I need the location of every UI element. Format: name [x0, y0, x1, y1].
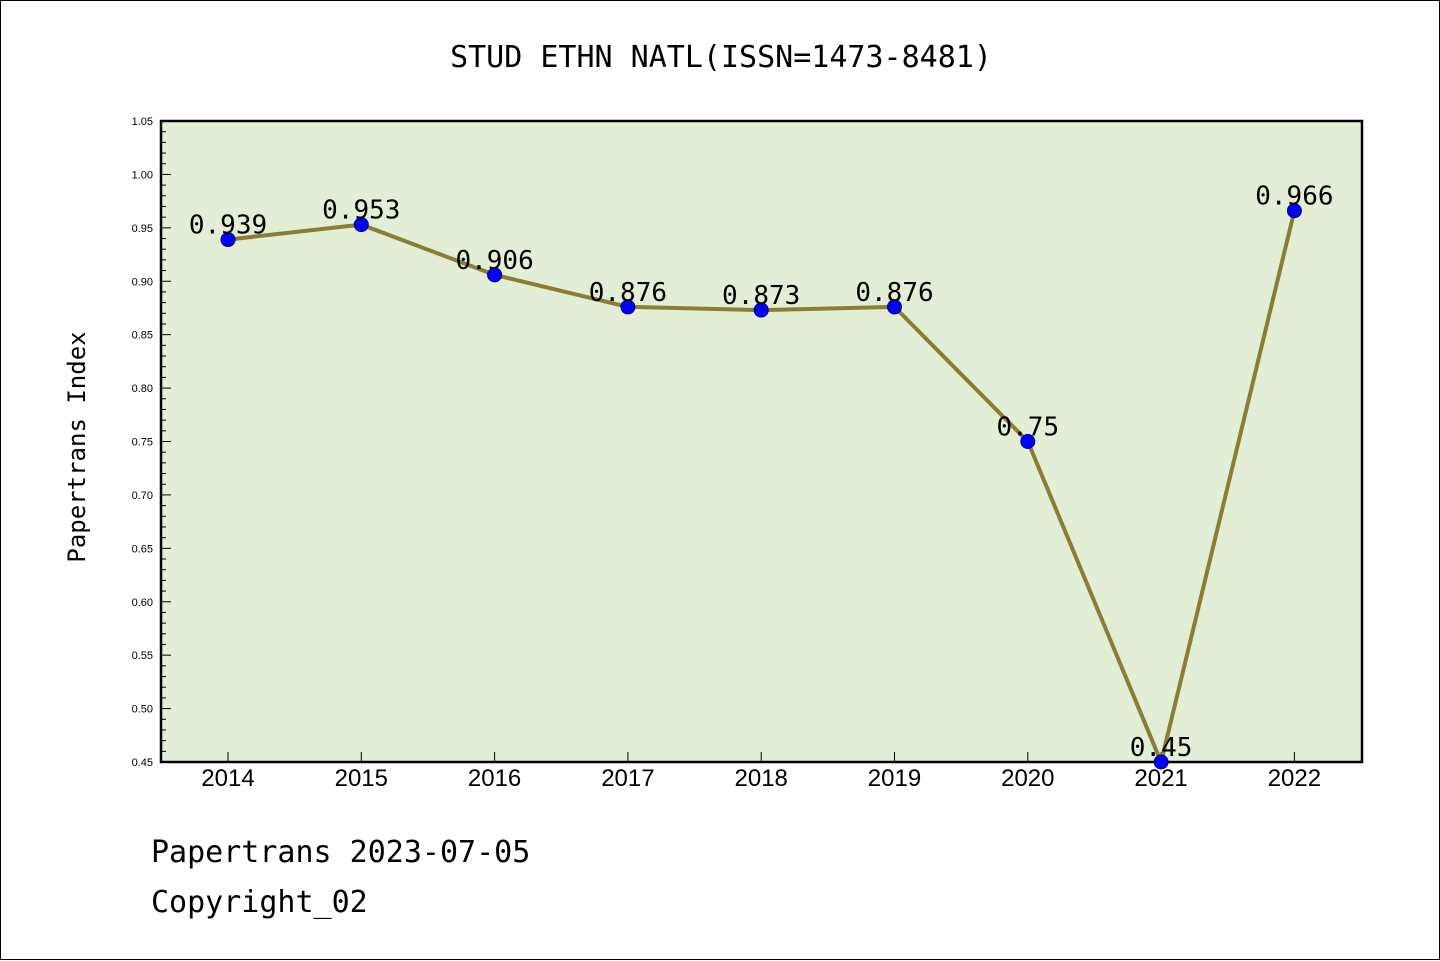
- data-label: 0.939: [189, 211, 267, 241]
- y-tick-label: 0.65: [132, 543, 153, 555]
- y-tick-label: 0.55: [132, 650, 153, 662]
- data-point: [353, 217, 369, 233]
- x-tick-label: 2019: [868, 765, 921, 792]
- x-tick-label: 2015: [335, 765, 388, 792]
- data-point: [887, 299, 902, 315]
- x-tick-label: 2014: [201, 765, 254, 792]
- y-tick-label: 0.50: [132, 704, 153, 716]
- x-axis: 2014 2015 2016 2017 2018 2019 2020 2021 2022: [201, 752, 1321, 792]
- x-tick-label: 2020: [1001, 765, 1054, 792]
- data-point: [1286, 203, 1302, 219]
- y-tick-label: 0.85: [132, 330, 153, 342]
- data-point: [1020, 434, 1036, 449]
- y-tick-label: 0.80: [132, 383, 153, 395]
- data-markers: [220, 203, 1302, 770]
- data-label: 0.953: [322, 196, 400, 226]
- data-label: 0.45: [1130, 733, 1193, 763]
- footer-copyright-text: Copyright_02: [151, 885, 368, 920]
- x-tick-label: 2018: [735, 765, 788, 792]
- y-tick-label: 0.70: [132, 490, 153, 502]
- footer-date-text: Papertrans 2023-07-05: [151, 835, 531, 870]
- data-point: [220, 232, 236, 248]
- data-label: 0.876: [589, 278, 667, 308]
- data-label: 0.876: [855, 278, 933, 308]
- y-tick-label: 0.45: [132, 757, 153, 769]
- data-point: [620, 299, 636, 315]
- x-tick-label: 2016: [468, 765, 521, 792]
- y-tick-label: 0.60: [132, 597, 153, 609]
- data-label: 0.966: [1255, 182, 1333, 212]
- y-tick-label: 0.90: [132, 276, 153, 288]
- x-tick-label: 2022: [1268, 765, 1321, 792]
- y-axis: 0.45 0.50 0.55 0.60 0.65 0.70 0.75 0.80 0.85 0.90…: [132, 116, 171, 769]
- y-tick-label: 1.00: [132, 169, 153, 181]
- y-tick-label: 0.95: [132, 223, 153, 235]
- y-tick-label: 1.05: [132, 116, 153, 128]
- y-axis-label: Papertrans Index: [63, 331, 91, 562]
- data-label: 0.906: [455, 246, 533, 276]
- y-tick-label: 0.75: [132, 437, 153, 449]
- data-labels: 0.939 0.953 0.906 0.876 0.873 0.876 0.75 0.45 0.…: [189, 182, 1334, 763]
- data-point: [1153, 754, 1169, 770]
- x-tick-label: 2017: [601, 765, 654, 792]
- data-label: 0.75: [996, 413, 1059, 443]
- data-label: 0.873: [722, 281, 800, 311]
- data-point: [487, 267, 503, 283]
- chart-title: STUD ETHN NATL(ISSN=1473-8481): [450, 40, 992, 75]
- data-point: [753, 302, 769, 318]
